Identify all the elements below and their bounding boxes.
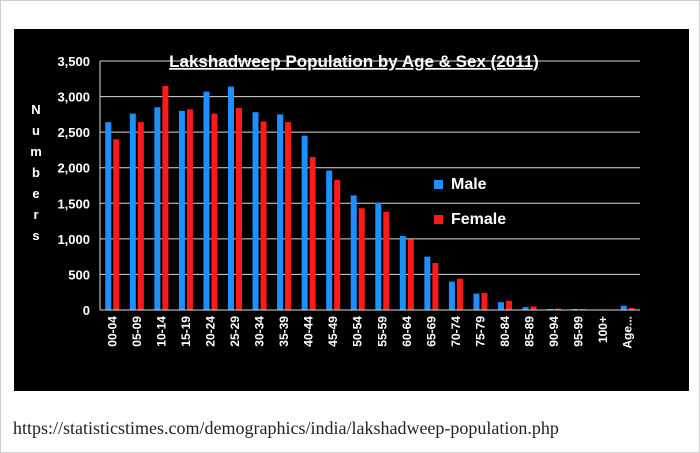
x-tick-label: 15-19 [179, 316, 193, 347]
y-tick-label: 2,500 [57, 125, 90, 140]
bar-female-25-29 [236, 107, 242, 310]
bar-female-65-69 [432, 263, 439, 310]
x-tick-labels: 00-04 05-09 10-14 15-19 20-24 25-29 30-34 35-39… [105, 316, 634, 349]
bar-female-30-34 [260, 121, 267, 310]
bar-chart: 0 500 1,000 1,500 2,000 2,500 3,000 3,500 00-04… [30, 52, 640, 349]
bar-female-40-44 [309, 157, 316, 310]
bar-female-75-79 [481, 292, 488, 310]
legend-swatch-male [434, 180, 443, 189]
bar-male-45-49 [326, 170, 333, 310]
x-tick-label: 65-69 [424, 316, 438, 347]
x-tick-label: 45-49 [326, 316, 340, 347]
x-tick-label: 20-24 [203, 316, 217, 347]
y-tick-label: 1,500 [57, 196, 90, 211]
bar-female-Age... [628, 307, 635, 310]
y-tick-label: 3,000 [57, 90, 90, 105]
bar-male-80-84 [498, 302, 504, 310]
x-tick-label: 10-14 [154, 316, 168, 347]
x-tick-label: 75-79 [473, 316, 487, 347]
x-tick-label: Age... [621, 316, 635, 349]
legend-label-male: Male [451, 176, 487, 193]
bar-male-60-64 [399, 236, 406, 310]
bar-female-95-99 [579, 308, 586, 310]
bar-female-50-54 [358, 208, 365, 310]
bar-male-Age... [620, 305, 627, 310]
bar-male-50-54 [350, 195, 357, 310]
legend: Male Female [434, 176, 506, 228]
y-tick-label: 0 [83, 303, 90, 318]
x-tick-label: 30-34 [253, 316, 267, 347]
x-tick-label: 95-99 [572, 316, 586, 347]
bar-female-85-89 [530, 306, 537, 310]
bar-female-90-94 [555, 308, 562, 310]
bar-male-20-24 [203, 91, 210, 310]
bar-male-90-94 [547, 308, 554, 310]
bar-male-30-34 [252, 112, 259, 310]
bar-female-45-49 [334, 179, 341, 310]
bar-male-70-74 [448, 281, 455, 310]
bar-female-10-14 [162, 85, 169, 311]
chart-title: Lakshadweep Population by Age & Sex (201… [169, 52, 539, 71]
bar-male-10-14 [154, 107, 161, 310]
x-tick-label: 05-09 [130, 316, 144, 347]
axes [99, 61, 640, 311]
bar-male-40-44 [301, 135, 308, 310]
bar-male-25-29 [228, 86, 234, 311]
bar-male-85-89 [522, 307, 529, 310]
bar-male-00-04 [105, 122, 112, 310]
bar-female-20-24 [211, 113, 218, 310]
x-tick-label: 00-04 [105, 316, 119, 347]
bar-male-95-99 [571, 308, 578, 310]
y-tick-label: 3,500 [57, 54, 90, 69]
x-tick-label: 85-89 [523, 316, 537, 347]
bar-male-55-59 [375, 202, 382, 310]
chart-panel: 0 500 1,000 1,500 2,000 2,500 3,000 3,500 00-04… [14, 29, 689, 391]
x-tick-label: 80-84 [498, 316, 512, 347]
y-tick-label: 2,000 [57, 161, 90, 176]
bar-female-80-84 [506, 300, 512, 310]
bar-male-35-39 [277, 114, 284, 310]
bars [105, 85, 635, 311]
bar-female-00-04 [113, 139, 120, 310]
bar-male-65-69 [424, 256, 431, 310]
x-tick-label: 35-39 [277, 316, 291, 347]
x-tick-label: 90-94 [547, 316, 561, 347]
x-tick-label: 70-74 [449, 316, 463, 347]
bar-male-05-09 [129, 113, 136, 310]
x-tick-label: 50-54 [351, 316, 365, 347]
x-tick-label: 55-59 [375, 316, 389, 347]
x-tick-label: 40-44 [302, 316, 316, 347]
bar-male-75-79 [473, 293, 480, 310]
bar-female-05-09 [137, 122, 144, 310]
source-url: https://statisticstimes.com/demographics… [13, 418, 559, 438]
y-tick-label: 1,000 [57, 232, 90, 247]
bar-female-35-39 [285, 122, 292, 310]
bar-female-70-74 [456, 278, 463, 310]
bar-female-55-59 [383, 211, 390, 310]
x-tick-label: 25-29 [228, 316, 242, 347]
y-tick-label: 500 [68, 267, 90, 282]
y-tick-labels: 0 500 1,000 1,500 2,000 2,500 3,000 3,500 [57, 54, 90, 318]
legend-label-female: Female [451, 211, 506, 228]
x-tick-label: 100+ [596, 316, 610, 343]
x-tick-label: 60-64 [400, 316, 414, 347]
bar-female-60-64 [407, 239, 414, 310]
bar-male-15-19 [178, 110, 185, 310]
legend-swatch-female [434, 215, 443, 224]
bar-female-15-19 [186, 109, 193, 311]
